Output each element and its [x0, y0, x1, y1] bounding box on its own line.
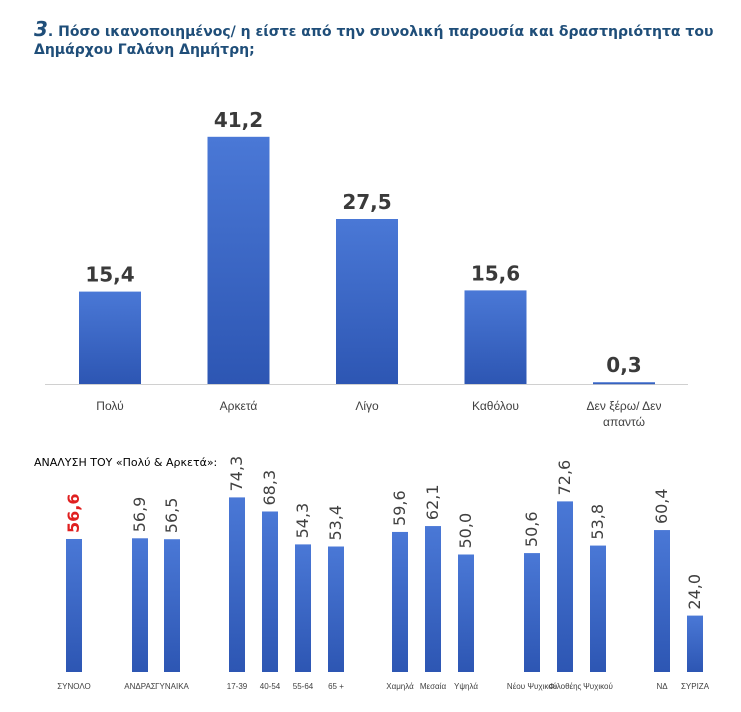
category-label-συριζα: ΣΥΡΙΖΑ [681, 682, 710, 691]
data-label-φιλοθέης: 72,6 [555, 460, 574, 496]
main-bar-chart: 15,4 Πολύ 41,2 Αρκετά 27,5 Λίγο 15,6 Καθόλου 0,3… [45, 108, 688, 429]
data-label-υψηλά: 50,0 [456, 513, 475, 549]
category-label-συνολο: ΣΥΝΟΛΟ [57, 682, 91, 691]
bar-συνολο [66, 538, 82, 672]
bar-μεσαία [425, 526, 441, 672]
category-label-νέου-ψυχικού: Νέου Ψυχικού [507, 682, 557, 691]
breakdown-heading: ΑΝΑΛΥΣΗ ΤΟΥ «Πολύ & Αρκετά»: [34, 456, 218, 469]
bar-40-54 [262, 511, 278, 672]
question-number: 3 [34, 17, 48, 41]
bar-υψηλά [458, 554, 474, 672]
category-label-ανδρας: ΑΝΔΡΑΣ [124, 682, 156, 691]
question-text: . Πόσο ικανοποιημένος/ η είστε από την σ… [34, 24, 714, 58]
bar-ανδρας [132, 538, 148, 672]
bar-πολύ [79, 291, 141, 384]
data-label-καθόλου: 15,6 [471, 261, 520, 285]
data-label-συνολο: 56,6 [64, 494, 83, 533]
data-label-55-64: 54,3 [293, 503, 312, 539]
category-label-νδ: ΝΔ [656, 682, 668, 691]
category-label-πολύ: Πολύ [96, 399, 123, 413]
bar-καθόλου [464, 290, 527, 384]
category-label-υψηλά: Υψηλά [454, 682, 478, 691]
category-label-αρκετά: Αρκετά [220, 399, 258, 413]
data-label-νέου-ψυχικού: 50,6 [522, 511, 541, 547]
data-label-νδ: 60,4 [652, 488, 671, 524]
bar-λίγο [336, 219, 398, 384]
data-label-ψυχικού: 53,8 [588, 504, 607, 540]
bar-νέου-ψυχικού [524, 553, 540, 672]
category-label-φιλοθέης: Φιλοθέης [549, 682, 582, 691]
category-label-ψυχικού: Ψυχικού [583, 682, 613, 691]
data-label-40-54: 68,3 [260, 470, 279, 506]
category-label-μεσαία: Μεσαία [420, 682, 447, 691]
bar-φιλοθέης [557, 501, 573, 672]
bar-χαμηλά [392, 531, 408, 672]
category-label-55-64: 55-64 [293, 682, 314, 691]
question-title: 3. Πόσο ικανοποιημένος/ η είστε από την … [34, 17, 724, 59]
category-label-καθόλου: Καθόλου [472, 399, 519, 413]
category-label-65: 65 + [328, 682, 344, 691]
data-label-ανδρας: 56,9 [130, 497, 149, 533]
bar-γυναικα [164, 539, 180, 672]
data-label-δεν-ξέρω-δεν-απαντώ: 0,3 [606, 353, 641, 377]
category-label-40-54: 40-54 [260, 682, 281, 691]
category-label-γυναικα: ΓΥΝΑΙΚΑ [155, 682, 189, 691]
category-label-17-39: 17-39 [227, 682, 248, 691]
bar-65 [328, 546, 344, 672]
category-label-δεν-ξέρω-δεν-απαντώ-line2: απαντώ [603, 415, 645, 429]
data-label-17-39: 74,3 [227, 456, 246, 492]
data-label-λίγο: 27,5 [342, 190, 391, 214]
data-label-αρκετά: 41,2 [214, 108, 263, 132]
data-label-συριζα: 24,0 [685, 574, 704, 610]
data-label-χαμηλά: 59,6 [390, 490, 409, 526]
bar-17-39 [229, 497, 245, 672]
bar-αρκετά [207, 136, 270, 384]
bar-δεν-ξέρω-δεν-απαντώ [593, 382, 655, 385]
category-label-δεν-ξέρω-δεν-απαντώ-line1: Δεν ξέρω/ Δεν [587, 399, 662, 413]
bar-55-64 [295, 544, 311, 672]
bar-ψυχικού [590, 545, 606, 672]
category-label-χαμηλά: Χαμηλά [386, 682, 414, 691]
bar-συριζα [687, 615, 703, 672]
data-label-μεσαία: 62,1 [423, 484, 442, 520]
data-label-γυναικα: 56,5 [162, 498, 181, 534]
data-label-πολύ: 15,4 [85, 263, 134, 287]
bar-νδ [654, 530, 670, 672]
data-label-65: 53,4 [326, 505, 345, 541]
category-label-λίγο: Λίγο [355, 399, 379, 413]
